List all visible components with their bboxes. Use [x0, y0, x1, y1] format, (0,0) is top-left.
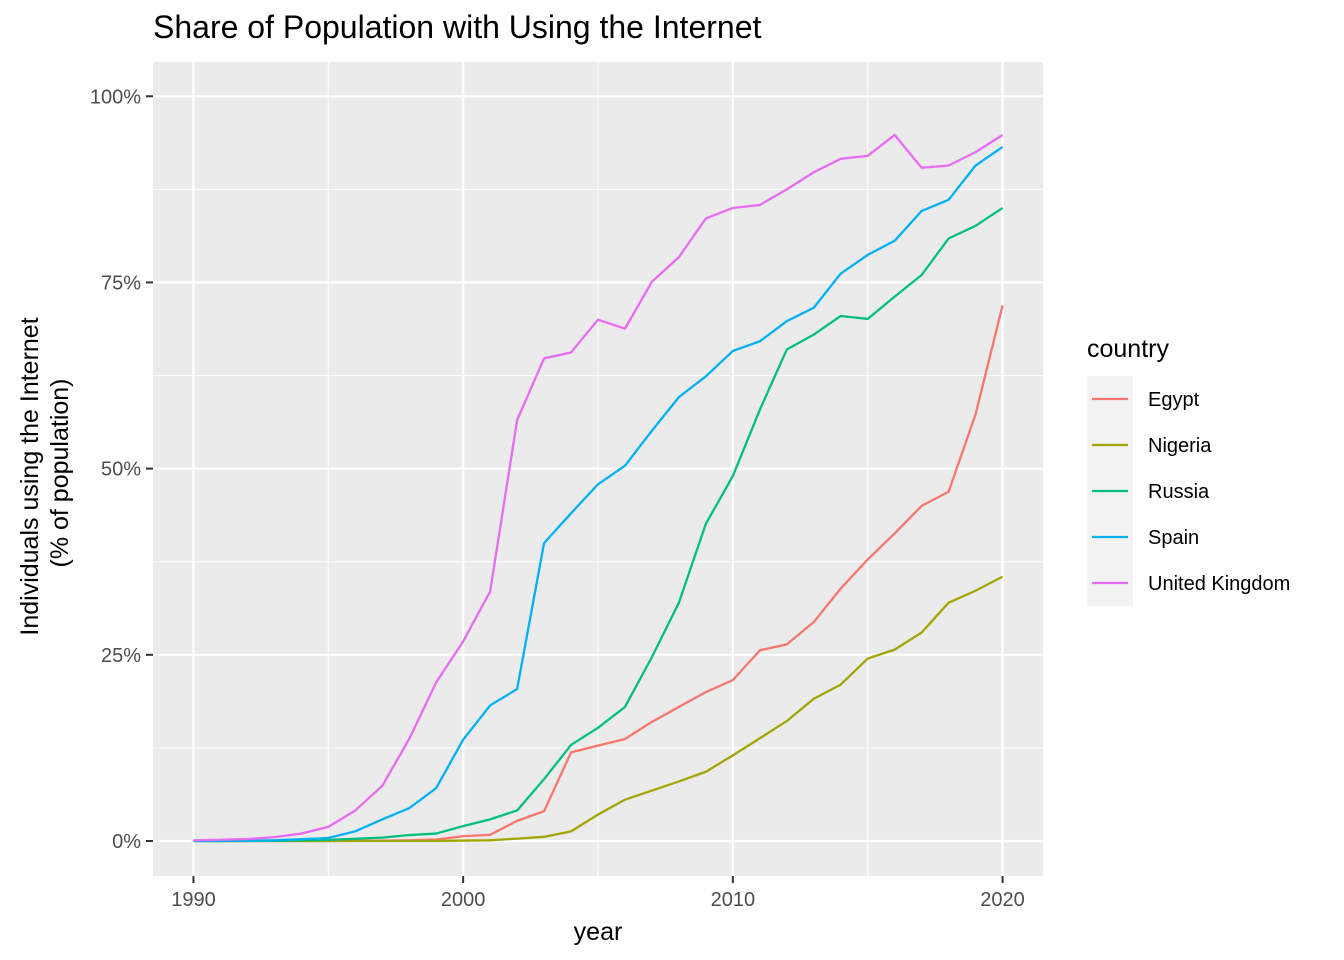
y-axis-title-line-1: Individuals using the Internet [16, 317, 44, 635]
y-axis-title: Individuals using the Internet (% of pop… [16, 310, 74, 635]
x-tick-label: 1990 [171, 889, 216, 911]
chart-title: Share of Population with Using the Inter… [153, 9, 761, 45]
x-tick-label: 2010 [711, 889, 756, 911]
major-gridlines [153, 62, 1043, 876]
y-tick-label: 100% [90, 86, 141, 108]
x-tick-label: 2020 [980, 889, 1025, 911]
legend: country Egypt Nigeria Russia Spain United Ki… [1087, 335, 1290, 606]
y-tick-label: 0% [112, 831, 141, 853]
legend-label-spain: Spain [1148, 527, 1199, 549]
legend-label-egypt: Egypt [1148, 389, 1200, 411]
y-axis: 0% 25% 50% 75% 100% [90, 86, 153, 853]
y-tick-label: 75% [101, 272, 141, 294]
x-axis: 1990 2000 2010 2020 [171, 876, 1025, 911]
series-lines [193, 133, 1004, 843]
series-line-spain [193, 145, 1004, 843]
x-tick-label: 2000 [441, 889, 486, 911]
y-tick-label: 25% [101, 645, 141, 667]
y-axis-title-line-2: (% of population) [46, 378, 74, 567]
legend-title: country [1087, 335, 1169, 363]
legend-label-russia: Russia [1148, 481, 1210, 503]
series-line-united-kingdom [193, 133, 1004, 842]
series-line-russia [193, 207, 1004, 843]
legend-label-nigeria: Nigeria [1148, 435, 1212, 457]
y-tick-label: 50% [101, 459, 141, 481]
x-axis-title: year [574, 918, 623, 946]
legend-label-united-kingdom: United Kingdom [1148, 573, 1290, 595]
